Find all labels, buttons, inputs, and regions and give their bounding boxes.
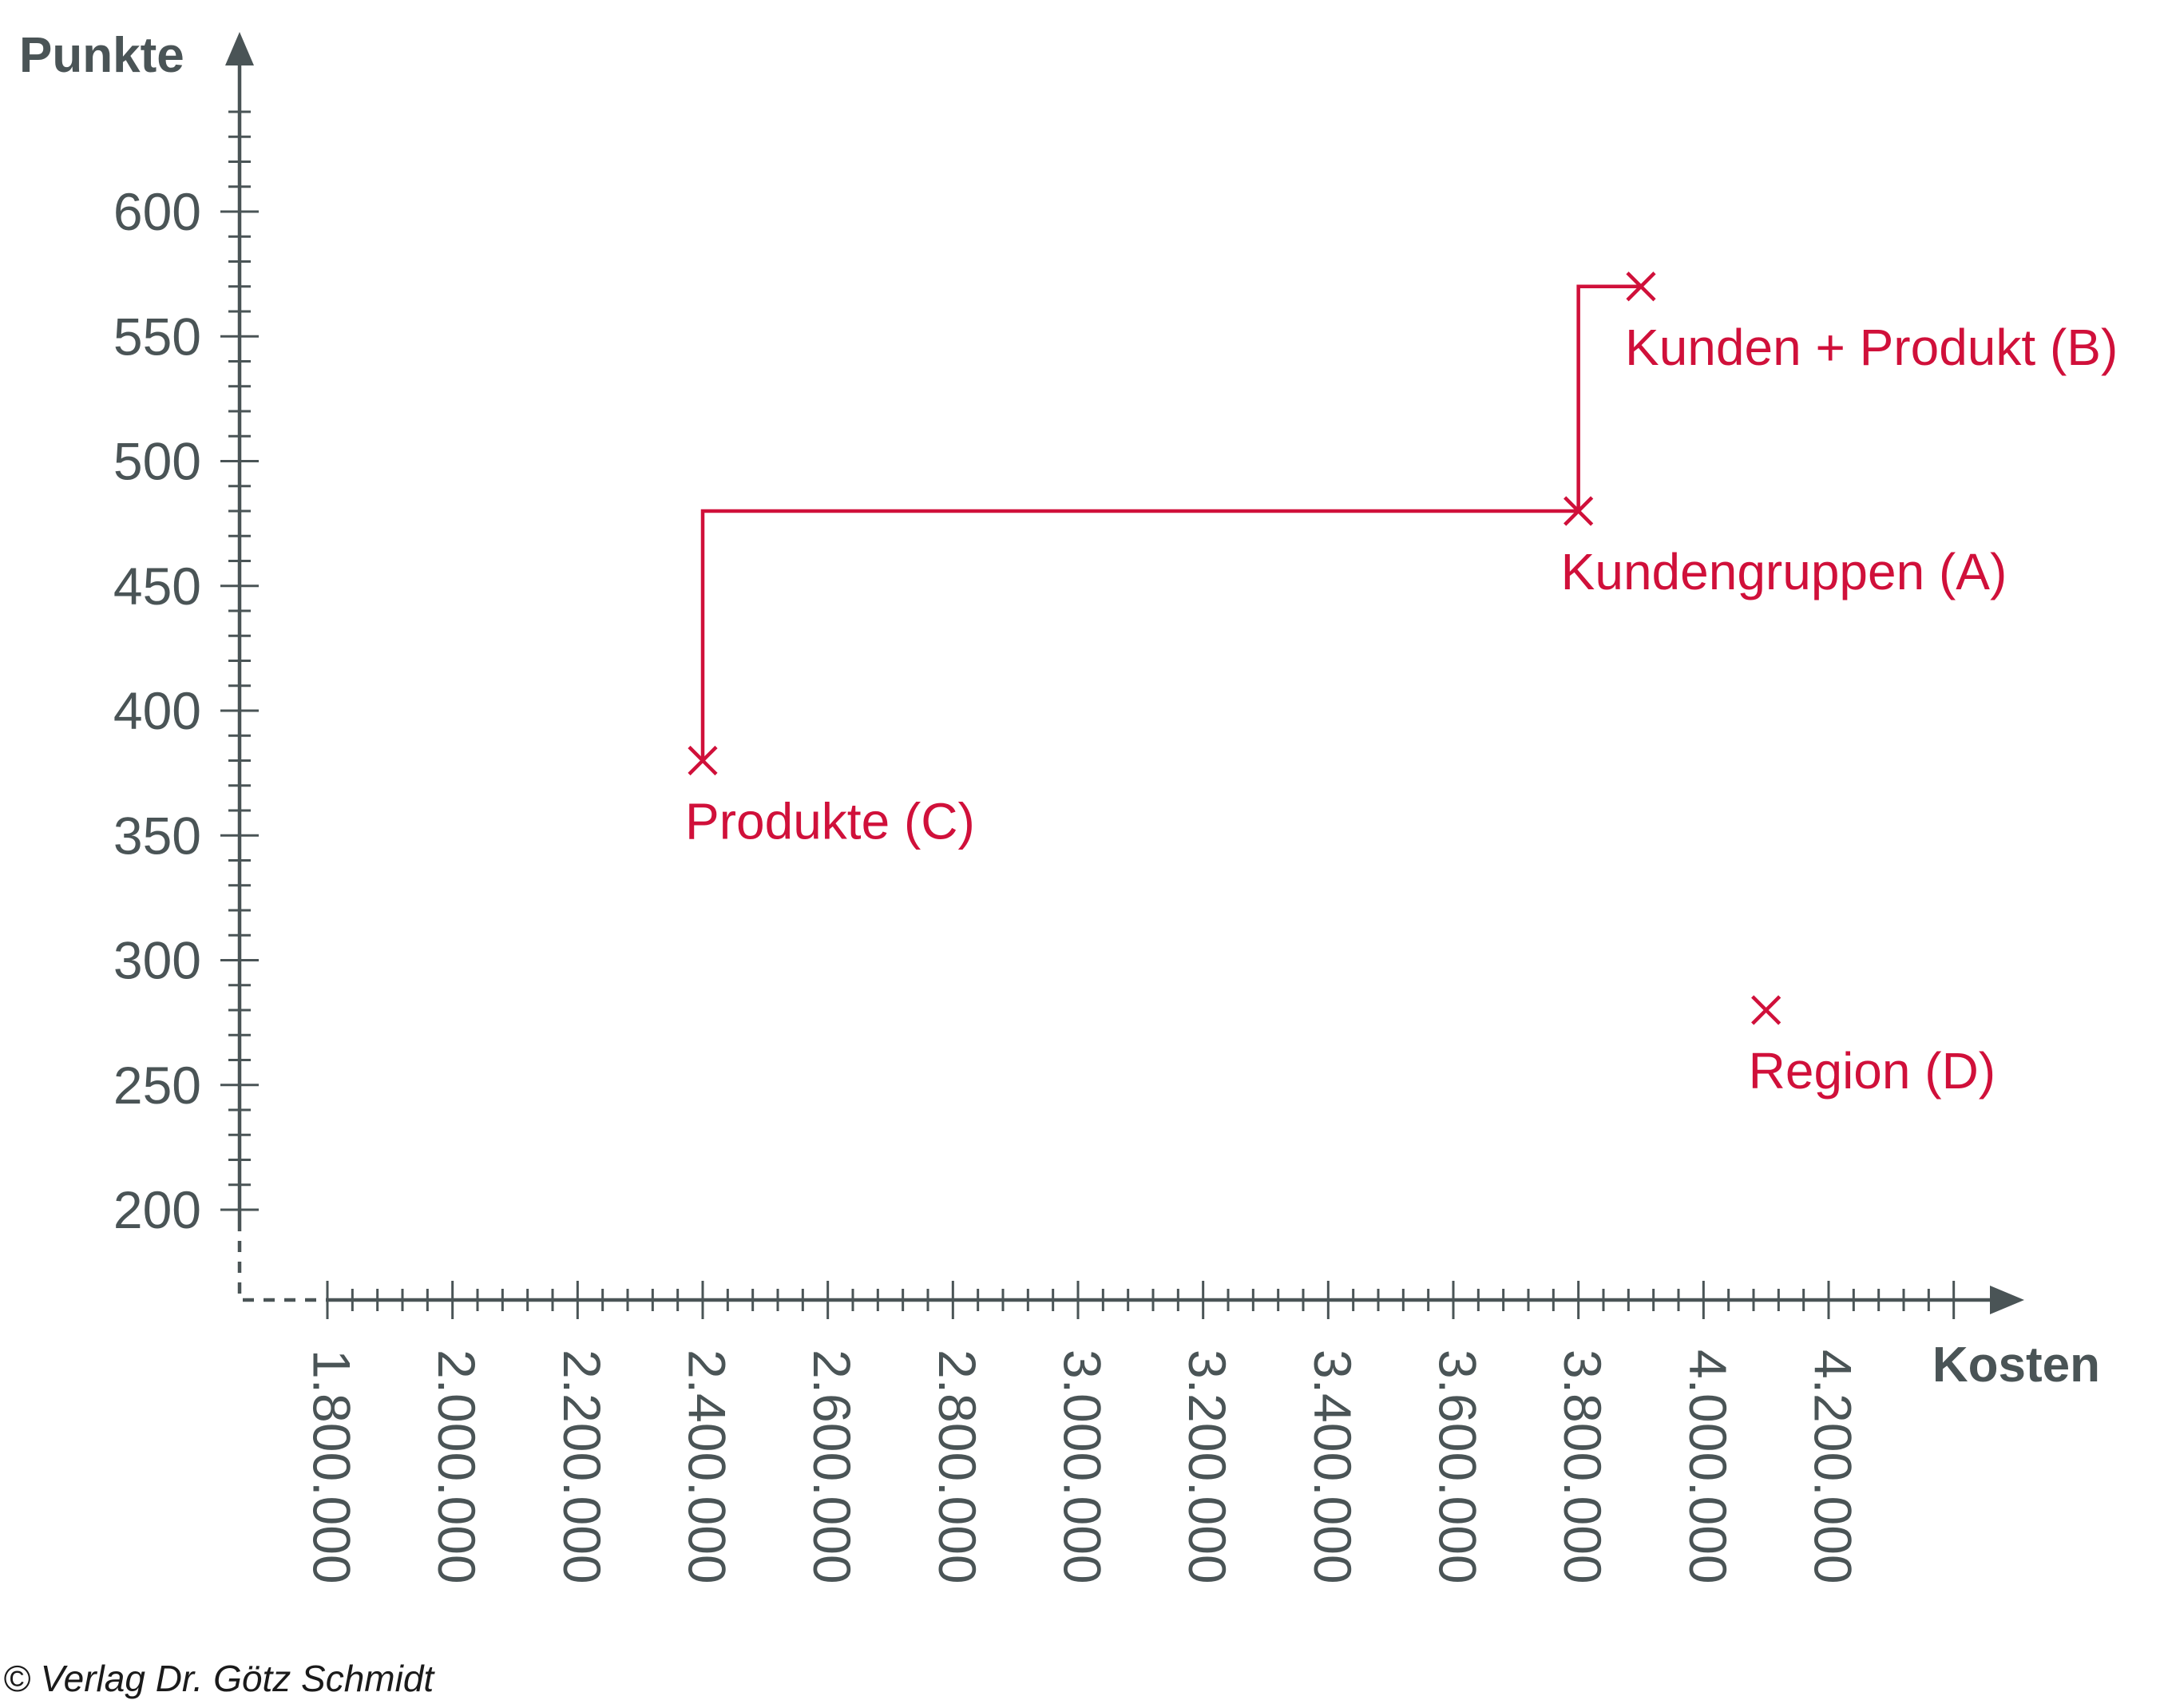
y-tick-label: 600 <box>113 182 201 241</box>
y-tick-label: 250 <box>113 1056 201 1115</box>
data-point-marker <box>1626 271 1656 302</box>
x-tick-label: 4.200.000 <box>1804 1349 1863 1584</box>
x-axis-ticks <box>326 1281 1956 1319</box>
y-tick-label: 200 <box>113 1180 201 1239</box>
axis-break-dashed <box>237 1220 327 1302</box>
y-axis-title: Punkte <box>19 28 184 83</box>
x-tick-label: 2.800.000 <box>928 1349 987 1584</box>
x-tick-labels: 1.800.000 2.000.000 2.200.000 2.400.000 2.60… <box>303 1349 1863 1584</box>
series <box>688 271 1782 1025</box>
data-point-label: Kunden + Produkt (B) <box>1625 319 2118 376</box>
point-labels: Kundengruppen (A) Kunden + Produkt (B) Pro… <box>685 319 2118 1100</box>
data-point-label: Kundengruppen (A) <box>1561 543 2007 600</box>
data-point-marker <box>1564 496 1594 526</box>
y-tick-labels: 200 250 300 350 400 450 500 550 600 <box>113 182 201 1239</box>
y-tick-label: 500 <box>113 432 201 491</box>
x-tick-label: 4.000.000 <box>1678 1349 1738 1584</box>
x-tick-label: 2.400.000 <box>678 1349 737 1584</box>
x-tick-label: 3.600.000 <box>1429 1349 1488 1584</box>
x-tick-label: 2.000.000 <box>427 1349 486 1584</box>
x-axis-title: Kosten <box>1932 1337 2100 1393</box>
data-point-marker <box>688 745 718 776</box>
x-tick-label: 3.800.000 <box>1553 1349 1612 1584</box>
data-point-label: Produkte (C) <box>685 793 975 850</box>
y-axis-ticks <box>220 110 259 1211</box>
y-tick-label: 450 <box>113 557 201 616</box>
x-tick-label: 2.200.000 <box>553 1349 612 1584</box>
y-tick-label: 350 <box>113 806 201 865</box>
x-tick-label: 3.400.000 <box>1303 1349 1362 1584</box>
x-tick-label: 3.200.000 <box>1178 1349 1237 1584</box>
data-point-marker <box>1751 995 1782 1025</box>
series-path <box>700 284 1641 761</box>
y-tick-label: 400 <box>113 681 201 740</box>
y-axis-arrow <box>225 32 254 65</box>
x-tick-label: 1.800.000 <box>303 1349 362 1584</box>
x-tick-label: 2.600.000 <box>803 1349 862 1584</box>
x-tick-label: 3.000.000 <box>1053 1349 1112 1584</box>
data-point-label: Region (D) <box>1749 1042 1996 1100</box>
copyright-notice: © Verlag Dr. Götz Schmidt <box>3 1658 434 1699</box>
y-tick-label: 550 <box>113 307 201 366</box>
x-axis-arrow <box>1990 1286 2024 1314</box>
y-tick-label: 300 <box>113 931 201 990</box>
